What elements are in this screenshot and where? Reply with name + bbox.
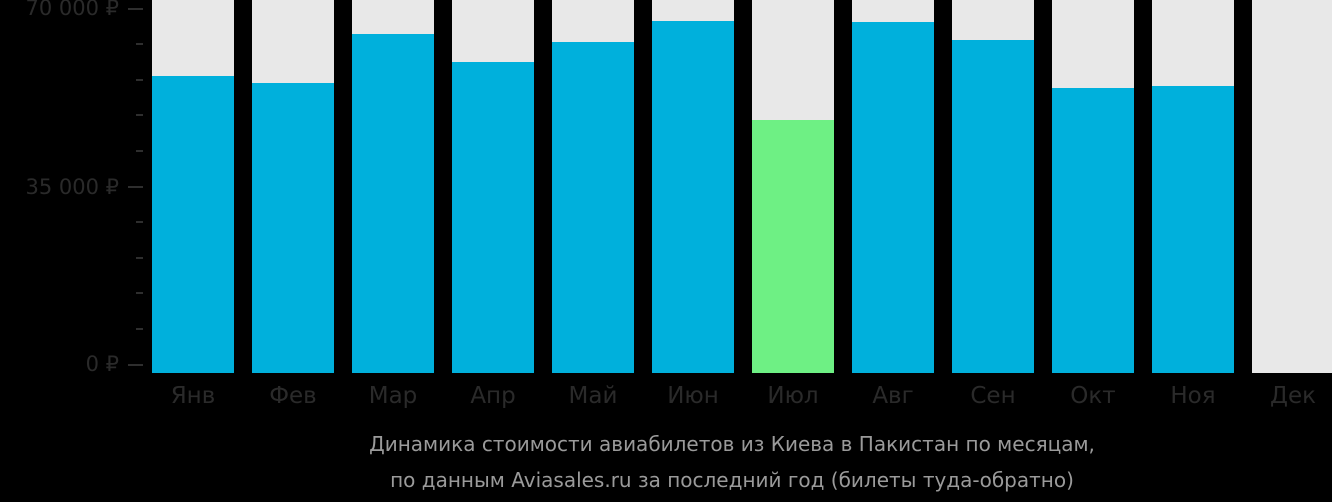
y-minor-tick [136,221,143,224]
y-label-0: 0 ₽ [85,352,119,376]
x-label: Янв [170,383,216,409]
y-minor-tick [136,43,143,46]
x-label: Июн [667,383,719,409]
bar-9[interactable] [952,0,1034,373]
x-label: Сен [970,383,1016,409]
bar-fill [152,76,234,373]
y-label-35000: 35 000 ₽ [25,175,119,199]
bar-12[interactable] [1252,0,1332,373]
x-label: Фев [269,383,317,409]
bar-fill [952,40,1034,373]
y-minor-tick [136,149,143,152]
y-minor-tick [136,292,143,295]
bar-6[interactable] [652,0,734,373]
y-minor-tick [136,78,143,81]
bar-fill [352,33,434,373]
caption-line-1: Динамика стоимости авиабилетов из Киева … [369,432,1095,456]
bar-fill [1152,85,1234,373]
bar-fill [852,22,934,373]
bar-fill [552,42,634,373]
y-minor-tick [136,327,143,330]
bar-7[interactable] [752,0,834,373]
x-label: Ноя [1170,383,1216,409]
y-major-tick [128,363,143,366]
bar-8[interactable] [852,0,934,373]
bar-5[interactable] [552,0,634,373]
x-label: Авг [872,383,914,409]
bar-3[interactable] [352,0,434,373]
bar-fill [1052,87,1134,373]
bar-10[interactable] [1052,0,1134,373]
y-major-tick [128,185,143,188]
x-label: Май [568,383,618,409]
bar-11[interactable] [1152,0,1234,373]
bar-fill [652,21,734,373]
bar-fill [252,82,334,373]
caption-line-2: по данным Aviasales.ru за последний год … [390,468,1074,492]
y-major-tick [128,7,143,10]
bar-fill [452,61,534,373]
y-label-70000: 70 000 ₽ [25,0,119,20]
x-label: Дек [1269,383,1316,409]
x-label: Апр [470,383,516,409]
y-minor-tick [136,256,143,259]
bar-4[interactable] [452,0,534,373]
x-label: Окт [1070,383,1116,409]
bar-fill [752,119,834,373]
bar-1[interactable] [152,0,234,373]
x-label: Мар [368,383,418,409]
x-label: Июл [767,383,819,409]
bar-2[interactable] [252,0,334,373]
y-minor-tick [136,114,143,117]
